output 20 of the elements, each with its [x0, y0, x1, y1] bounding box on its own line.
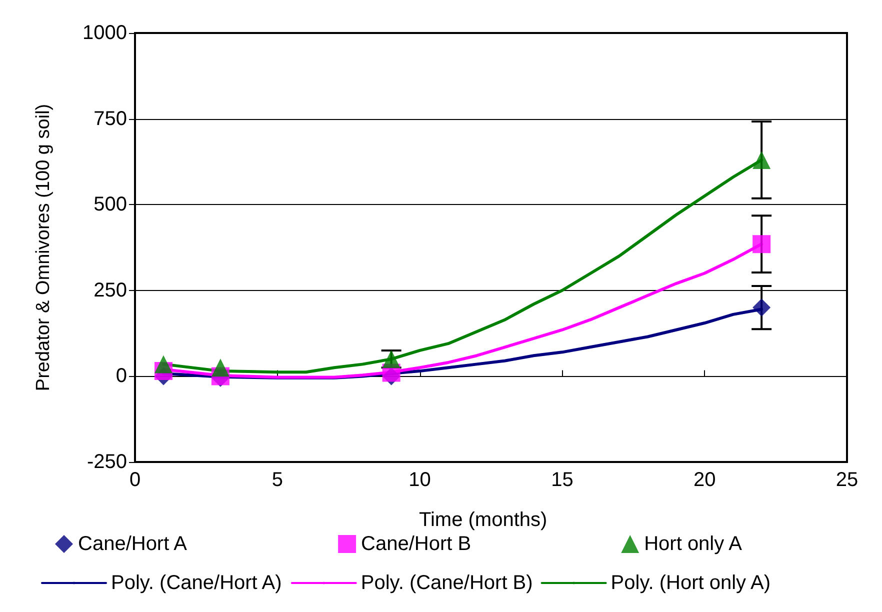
- legend-label: Cane/Hort A: [78, 533, 188, 555]
- legend-label: Hort only A: [644, 533, 743, 555]
- x-tick-label: 10: [408, 469, 431, 491]
- y-tick-label: 500: [94, 194, 127, 216]
- legend-label: Cane/Hort B: [361, 533, 472, 555]
- y-tick-label: 250: [94, 279, 127, 302]
- y-axis-title: Predator & Omnivores (100 g soil): [33, 104, 54, 392]
- x-tick-label: 15: [551, 469, 574, 491]
- x-tick-label: 20: [693, 469, 716, 491]
- y-tick-label: 0: [116, 365, 127, 388]
- x-tick-label: 5: [272, 469, 283, 491]
- y-tick-label: 1000: [82, 22, 127, 44]
- y-tick-label: -250: [86, 451, 127, 473]
- x-axis-title: Time (months): [419, 509, 548, 531]
- legend-label: Poly. (Hort only A): [610, 572, 770, 594]
- legend-label: Poly. (Cane/Hort B): [360, 572, 533, 594]
- x-tick-label: 25: [836, 469, 858, 491]
- y-tick-label: 750: [94, 108, 127, 130]
- x-tick-label: 0: [129, 469, 141, 491]
- legend-label: Poly. (Cane/Hort A): [111, 572, 282, 594]
